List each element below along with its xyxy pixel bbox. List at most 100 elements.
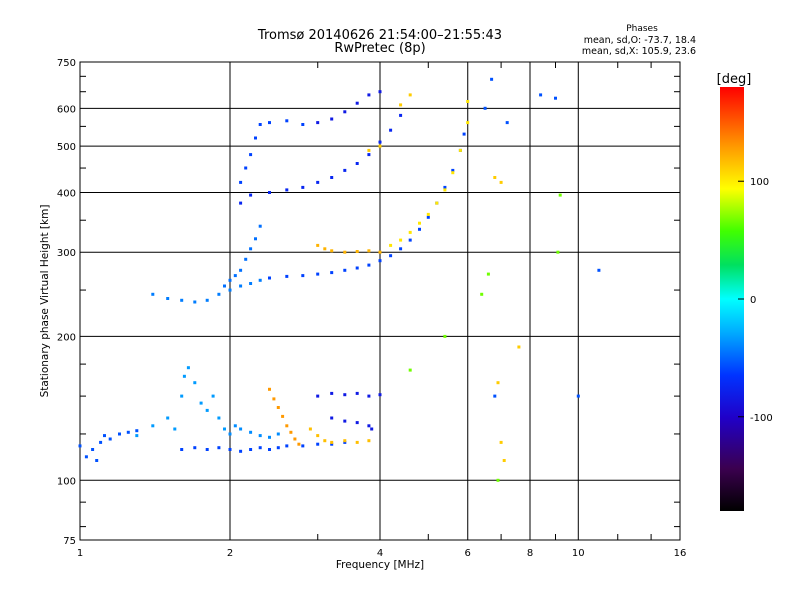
data-point xyxy=(367,249,371,253)
data-point xyxy=(502,459,506,462)
data-point xyxy=(193,300,197,304)
data-point xyxy=(84,455,88,459)
data-point xyxy=(239,449,243,453)
data-point xyxy=(180,448,184,451)
data-point xyxy=(355,440,359,444)
data-point xyxy=(343,440,347,444)
data-point xyxy=(268,448,271,451)
data-point xyxy=(285,188,289,192)
data-point xyxy=(285,119,289,123)
data-point xyxy=(486,272,490,276)
data-point xyxy=(418,227,421,231)
x-tick-label: 2 xyxy=(227,548,233,559)
data-point xyxy=(211,394,215,398)
data-point xyxy=(205,408,209,412)
data-point xyxy=(355,266,359,270)
data-point xyxy=(496,381,500,385)
data-point xyxy=(199,401,203,405)
data-point xyxy=(228,448,232,451)
data-point xyxy=(268,191,271,194)
data-point xyxy=(276,432,280,436)
phases-stats-x: mean, sd,X: 105.9, 23.6 xyxy=(582,46,696,57)
data-point xyxy=(258,446,262,450)
data-point xyxy=(370,427,374,431)
data-point xyxy=(367,93,371,97)
data-point xyxy=(182,374,186,378)
colorbar-label: [deg] xyxy=(717,72,752,87)
data-point xyxy=(343,419,347,423)
data-point xyxy=(443,185,447,189)
x-tick-label: 10 xyxy=(572,548,585,559)
colorbar-tick-label: 100 xyxy=(750,177,769,188)
data-point xyxy=(554,96,557,100)
data-point xyxy=(435,201,439,205)
data-point xyxy=(233,274,237,278)
data-point xyxy=(258,278,262,282)
data-point xyxy=(466,121,470,125)
data-point xyxy=(462,132,466,136)
colorbar-tick-label: -100 xyxy=(750,413,773,424)
data-point xyxy=(316,243,320,247)
data-point xyxy=(343,439,347,443)
data-point xyxy=(285,444,289,448)
data-point xyxy=(367,424,371,428)
data-point xyxy=(466,100,470,103)
data-point xyxy=(343,168,347,172)
data-point xyxy=(355,162,359,165)
data-point xyxy=(451,171,455,175)
data-point xyxy=(316,121,320,125)
data-point xyxy=(378,250,382,254)
data-point xyxy=(316,272,320,276)
data-point xyxy=(78,444,82,448)
data-point xyxy=(249,247,253,251)
data-point xyxy=(399,238,403,242)
data-point xyxy=(493,176,497,179)
data-point xyxy=(343,110,347,114)
data-points xyxy=(78,77,601,482)
data-point xyxy=(451,168,455,172)
data-point xyxy=(367,439,371,443)
data-point xyxy=(249,448,253,451)
data-point xyxy=(330,416,334,420)
data-point xyxy=(233,424,237,428)
data-point xyxy=(217,446,221,450)
data-point xyxy=(330,117,334,121)
x-tick-label: 16 xyxy=(674,548,687,559)
data-point xyxy=(166,416,170,420)
data-point xyxy=(355,391,359,395)
data-point xyxy=(254,136,257,140)
data-point xyxy=(367,148,371,152)
data-point xyxy=(281,414,285,418)
data-point xyxy=(426,212,430,216)
data-point xyxy=(301,123,305,126)
data-point xyxy=(276,406,280,409)
data-point xyxy=(239,268,243,272)
data-point xyxy=(135,429,139,433)
data-point xyxy=(399,103,403,107)
y-tick-label: 75 xyxy=(63,536,76,547)
data-point xyxy=(499,180,503,184)
data-point xyxy=(285,274,289,278)
data-point xyxy=(355,250,359,253)
data-point xyxy=(186,366,190,370)
data-point xyxy=(330,442,334,446)
data-point xyxy=(272,397,276,401)
y-tick-label: 200 xyxy=(57,332,76,343)
axis-ticks: 1 2 4 6 8 10 16 75 100 200 300 400 500 600 750 xyxy=(57,58,686,559)
data-point xyxy=(180,394,184,398)
data-point xyxy=(505,121,509,125)
data-point xyxy=(408,230,412,234)
chart-subtitle: RwPretec (8p) xyxy=(334,41,425,56)
data-point xyxy=(493,394,497,398)
data-point xyxy=(151,292,155,296)
data-point xyxy=(308,427,312,431)
phases-stats-o: mean, sd,O: -73.7, 18.4 xyxy=(584,35,696,46)
chart-title: Tromsø 20140626 21:54:00–21:55:43 xyxy=(257,28,502,43)
data-point xyxy=(180,298,184,302)
x-tick-label: 4 xyxy=(377,548,383,559)
data-point xyxy=(343,393,347,397)
data-point xyxy=(355,421,359,425)
data-point xyxy=(301,274,305,278)
data-point xyxy=(343,268,347,272)
